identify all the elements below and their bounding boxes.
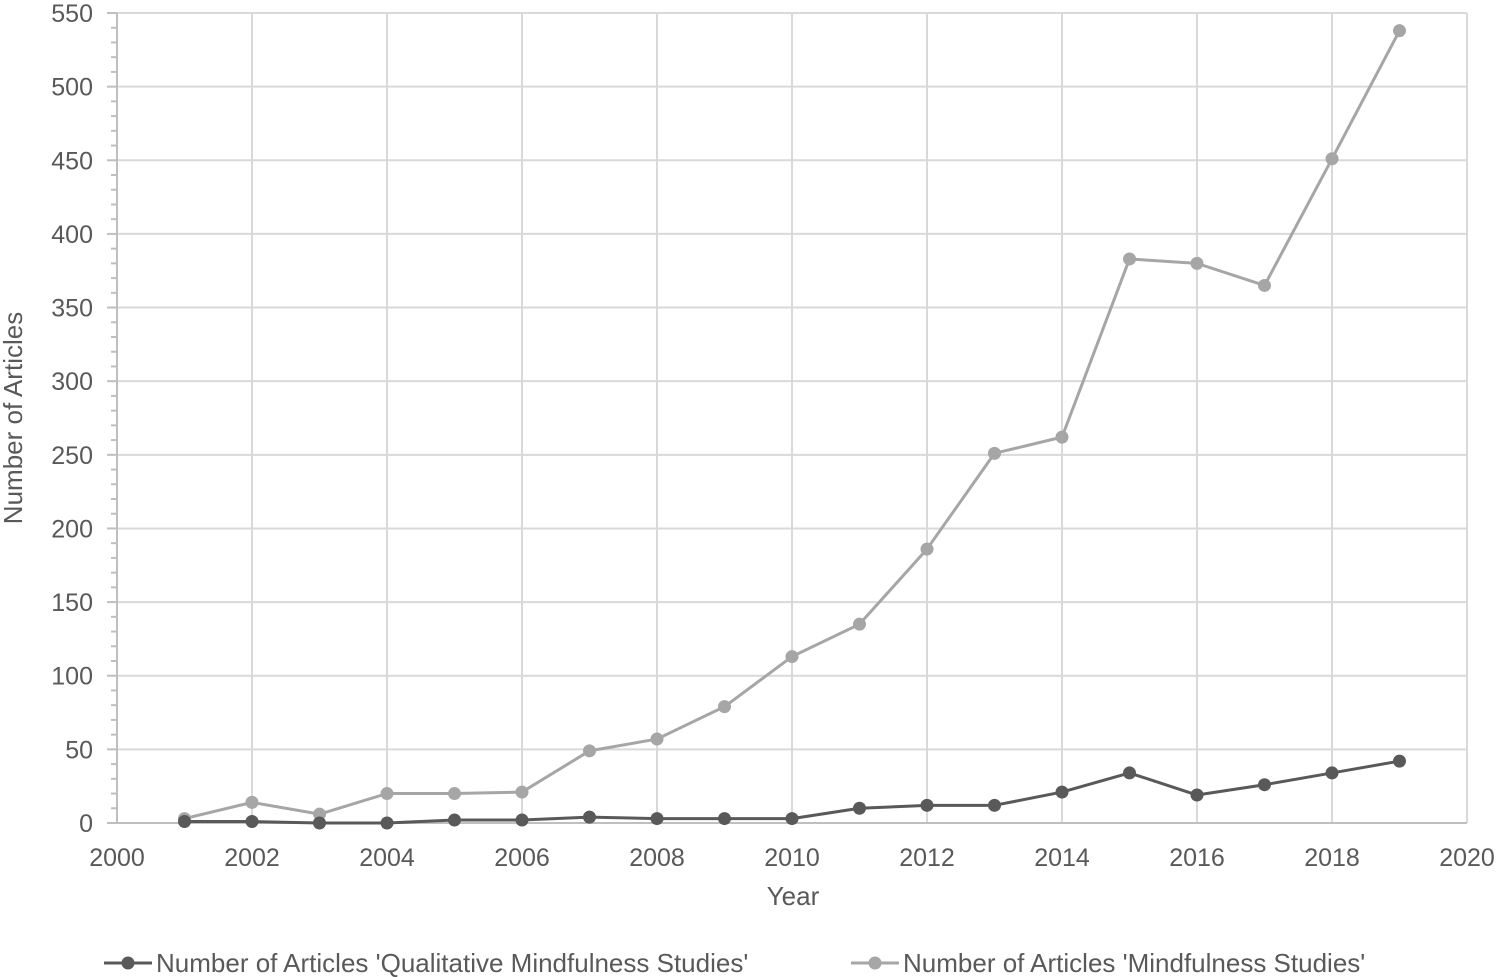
data-point-0-2015	[1123, 766, 1136, 780]
data-point-1-2002	[245, 795, 259, 809]
data-point-0-2008	[650, 812, 664, 826]
y-tick-label-350: 350	[51, 295, 93, 323]
x-axis-tick-labels: 2000 2002 2004 2006 2008 2010 2012 2014 2016 2018…	[89, 844, 1495, 872]
data-point-1-2006	[515, 785, 529, 799]
x-tick-label-2012: 2012	[899, 844, 955, 872]
y-tick-label-400: 400	[51, 221, 93, 249]
legend-item-qualitative: Number of Articles 'Qualitative Mindfuln…	[104, 948, 748, 977]
data-point-0-2003	[313, 816, 326, 830]
data-point-1-2009	[718, 700, 731, 714]
y-axis-minor-ticks	[107, 12, 117, 824]
data-point-1-2014	[1055, 430, 1069, 444]
legend-label-mindfulness: Number of Articles 'Mindfulness Studies'	[903, 948, 1365, 977]
y-tick-label-0: 0	[79, 810, 93, 838]
data-point-0-2009	[718, 812, 731, 826]
data-point-0-2012	[920, 798, 934, 812]
data-point-1-2005	[448, 787, 461, 801]
y-tick-label-300: 300	[51, 368, 93, 396]
x-tick-label-2016: 2016	[1169, 844, 1225, 872]
y-tick-label-550: 550	[51, 0, 93, 28]
data-point-0-2014	[1055, 785, 1069, 799]
legend-item-mindfulness: Number of Articles 'Mindfulness Studies'	[851, 948, 1365, 977]
x-tick-label-2018: 2018	[1304, 844, 1360, 872]
data-point-0-2016	[1190, 788, 1204, 802]
legend-label-qualitative: Number of Articles 'Qualitative Mindfuln…	[156, 948, 748, 977]
legend-swatch-marker-qualitative	[121, 956, 135, 970]
series-0	[178, 754, 1406, 830]
data-point-1-2016	[1190, 256, 1204, 270]
data-point-0-2006	[515, 813, 529, 827]
data-point-0-2010	[785, 812, 799, 826]
data-point-1-2007	[583, 744, 596, 758]
x-tick-label-2006: 2006	[494, 844, 550, 872]
data-point-1-2011	[853, 617, 866, 631]
legend-swatch-marker-mindfulness	[868, 956, 882, 970]
data-point-0-2018	[1325, 766, 1339, 780]
data-point-1-2008	[650, 732, 664, 746]
legend: Number of Articles 'Qualitative Mindfuln…	[104, 948, 1365, 977]
y-tick-label-100: 100	[51, 663, 93, 691]
data-point-0-2013	[988, 798, 1001, 812]
data-point-1-2012	[920, 542, 934, 556]
y-tick-label-50: 50	[65, 736, 93, 764]
data-point-0-2011	[853, 801, 866, 815]
data-point-1-2013	[988, 446, 1001, 460]
data-point-1-2017	[1258, 278, 1271, 292]
x-tick-label-2000: 2000	[89, 844, 145, 872]
y-tick-label-150: 150	[51, 589, 93, 617]
y-tick-label-200: 200	[51, 515, 93, 543]
y-tick-label-500: 500	[51, 74, 93, 102]
x-axis-title: Year	[767, 881, 820, 911]
data-point-0-2002	[245, 815, 259, 829]
x-tick-label-2002: 2002	[224, 844, 280, 872]
data-point-0-2007	[583, 810, 596, 824]
data-point-0-2017	[1258, 778, 1271, 792]
data-point-1-2015	[1123, 252, 1136, 266]
data-point-0-2005	[448, 813, 461, 827]
y-axis-tick-labels: 0 50 100 150 200 250 300 350 400 450 500 550	[51, 0, 93, 838]
x-tick-label-2014: 2014	[1034, 844, 1090, 872]
data-series	[178, 24, 1406, 830]
series-1	[178, 24, 1406, 826]
data-point-0-2019	[1393, 754, 1406, 768]
data-point-0-2001	[178, 815, 191, 829]
x-tick-label-2020: 2020	[1439, 844, 1495, 872]
x-tick-label-2008: 2008	[629, 844, 685, 872]
data-point-0-2004	[380, 816, 394, 830]
x-tick-label-2004: 2004	[359, 844, 415, 872]
y-tick-label-450: 450	[51, 147, 93, 175]
gridlines	[117, 12, 1468, 823]
y-axis-title: Number of Articles	[0, 312, 28, 524]
x-tick-label-2010: 2010	[764, 844, 820, 872]
y-tick-label-250: 250	[51, 442, 93, 470]
data-point-1-2018	[1325, 152, 1339, 166]
data-point-1-2010	[785, 650, 799, 664]
data-point-1-2004	[380, 787, 394, 801]
data-point-1-2019	[1393, 24, 1406, 38]
